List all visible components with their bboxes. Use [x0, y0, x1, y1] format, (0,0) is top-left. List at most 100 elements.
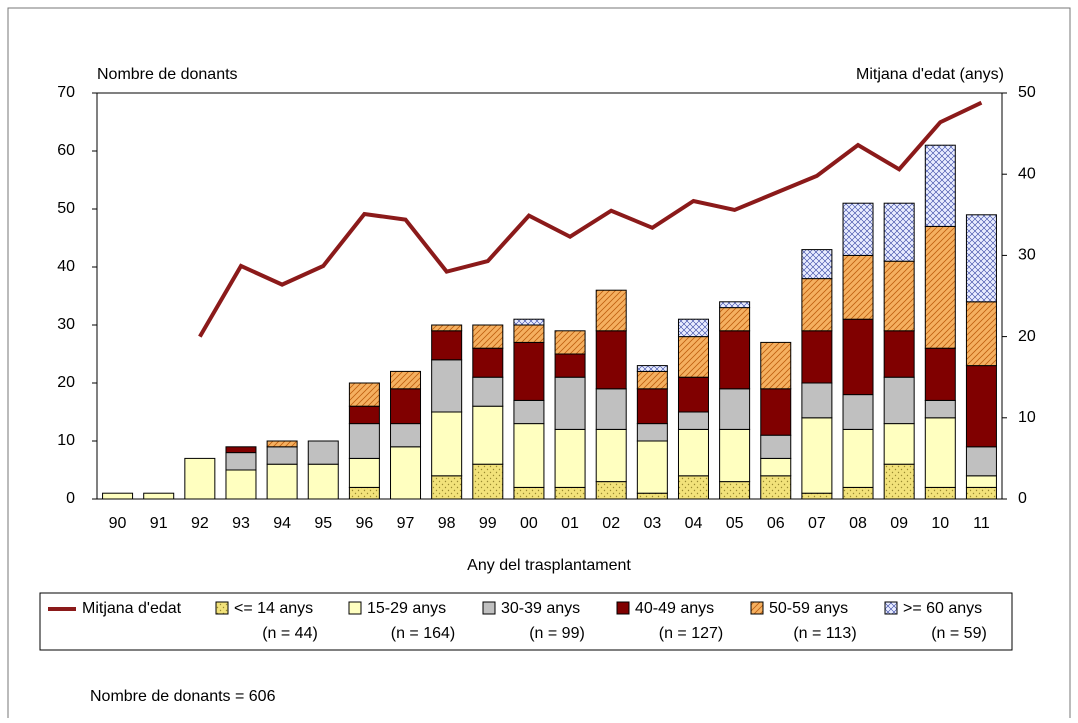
bar-segment [595, 481, 627, 500]
bar-segment [554, 376, 586, 430]
bar-segment [554, 353, 586, 378]
y-tick-label: 40 [57, 258, 75, 275]
bar-segment [760, 388, 792, 436]
x-tick-label: 09 [890, 515, 908, 532]
y-tick-label: 10 [57, 432, 75, 449]
y-tick-label: 20 [57, 374, 75, 391]
bar-segment [924, 347, 956, 401]
y-tick-label: 30 [57, 316, 75, 333]
bar-segment [472, 347, 504, 378]
bar-segment [965, 365, 997, 448]
bar-segment [595, 330, 627, 390]
y2-tick-label: 50 [1018, 84, 1036, 101]
bar-segment [924, 225, 956, 349]
x-tick-label: 10 [931, 515, 949, 532]
x-tick-label: 01 [561, 515, 579, 532]
bar-segment [801, 382, 833, 419]
bar-segment [472, 405, 504, 465]
legend-label: 40-49 anys [635, 600, 714, 617]
legend-label: Mitjana d'edat [82, 600, 182, 617]
bar-segment [719, 301, 751, 309]
legend-swatch [348, 601, 362, 615]
bar-segment [760, 434, 792, 459]
x-tick-label: 02 [602, 515, 620, 532]
x-tick-label: 99 [479, 515, 497, 532]
bar-segment [472, 463, 504, 500]
bar-segment [965, 214, 997, 303]
y2-tick-label: 10 [1018, 409, 1036, 426]
bar-segment [924, 144, 956, 227]
bar-segment [677, 376, 709, 413]
legend-sublabel: (n = 127) [659, 625, 723, 642]
bar-segment [842, 202, 874, 256]
bar-segment [719, 481, 751, 500]
bar-segment [184, 457, 216, 500]
y-tick-label: 0 [66, 490, 75, 507]
bar-segment [513, 399, 545, 425]
bar-segment [266, 440, 298, 448]
x-tick-label: 08 [849, 515, 867, 532]
bar-segment [842, 318, 874, 396]
y2-tick-label: 20 [1018, 328, 1036, 345]
bar-segment [965, 301, 997, 367]
bar-segment [883, 202, 915, 262]
bar-segment [595, 428, 627, 483]
legend-label: >= 60 anys [903, 600, 982, 617]
bar-segment [225, 452, 257, 471]
bar-segment [924, 399, 956, 419]
bar-segment [513, 423, 545, 488]
plot-area [96, 92, 1003, 500]
bar-segment [636, 388, 668, 425]
y2-tick-label: 30 [1018, 247, 1036, 264]
x-tick-label: 90 [109, 515, 127, 532]
bar-segment [431, 411, 463, 477]
bar-segment [883, 463, 915, 500]
bar-segment [143, 492, 175, 500]
bar-segment [883, 376, 915, 425]
bar-segment [636, 492, 668, 500]
legend-sublabel: (n = 99) [529, 625, 585, 642]
bar-segment [801, 417, 833, 494]
y-tick-label: 50 [57, 200, 75, 217]
bar-segment [842, 254, 874, 320]
bar-segment [554, 428, 586, 488]
bar-segment [266, 463, 298, 500]
bar-segment [554, 486, 586, 500]
bar-segment [760, 475, 792, 500]
bar-segment [390, 446, 422, 500]
bar-segment [390, 388, 422, 425]
y2-axis-title: Mitjana d'edat (anys) [856, 66, 1004, 83]
bar-segment [719, 330, 751, 390]
bar-segment [677, 475, 709, 500]
x-tick-label: 03 [643, 515, 661, 532]
bar-segment [513, 318, 545, 326]
line-series [198, 100, 983, 338]
bar-segment [883, 423, 915, 465]
legend-sublabel: (n = 164) [391, 625, 455, 642]
legend-sublabel: (n = 113) [793, 625, 856, 642]
bar-segment [677, 336, 709, 378]
x-tick-label: 00 [520, 515, 538, 532]
bar-segment [513, 341, 545, 401]
bar-segment [965, 486, 997, 500]
bar-segment [636, 370, 668, 390]
bar-segment [719, 388, 751, 430]
legend-sublabel: (n = 44) [262, 625, 318, 642]
bar-segment [348, 382, 380, 407]
x-tick-label: 11 [973, 515, 990, 532]
x-tick-label: 94 [273, 515, 291, 532]
bar-segment [595, 388, 627, 430]
bar-segment [883, 260, 915, 332]
bar-segment [801, 492, 833, 500]
bar-segment [719, 428, 751, 483]
bar-segment [760, 341, 792, 390]
y2-tick-label: 40 [1018, 165, 1036, 182]
footer-note: Nombre de donants = 606 [90, 688, 276, 705]
bar-segment [677, 411, 709, 430]
bar-segment [636, 423, 668, 442]
bar-segment [472, 324, 504, 349]
legend-swatch [884, 601, 898, 615]
bar-segment [431, 324, 463, 332]
x-tick-label: 93 [232, 515, 250, 532]
bar-segment [225, 469, 257, 500]
